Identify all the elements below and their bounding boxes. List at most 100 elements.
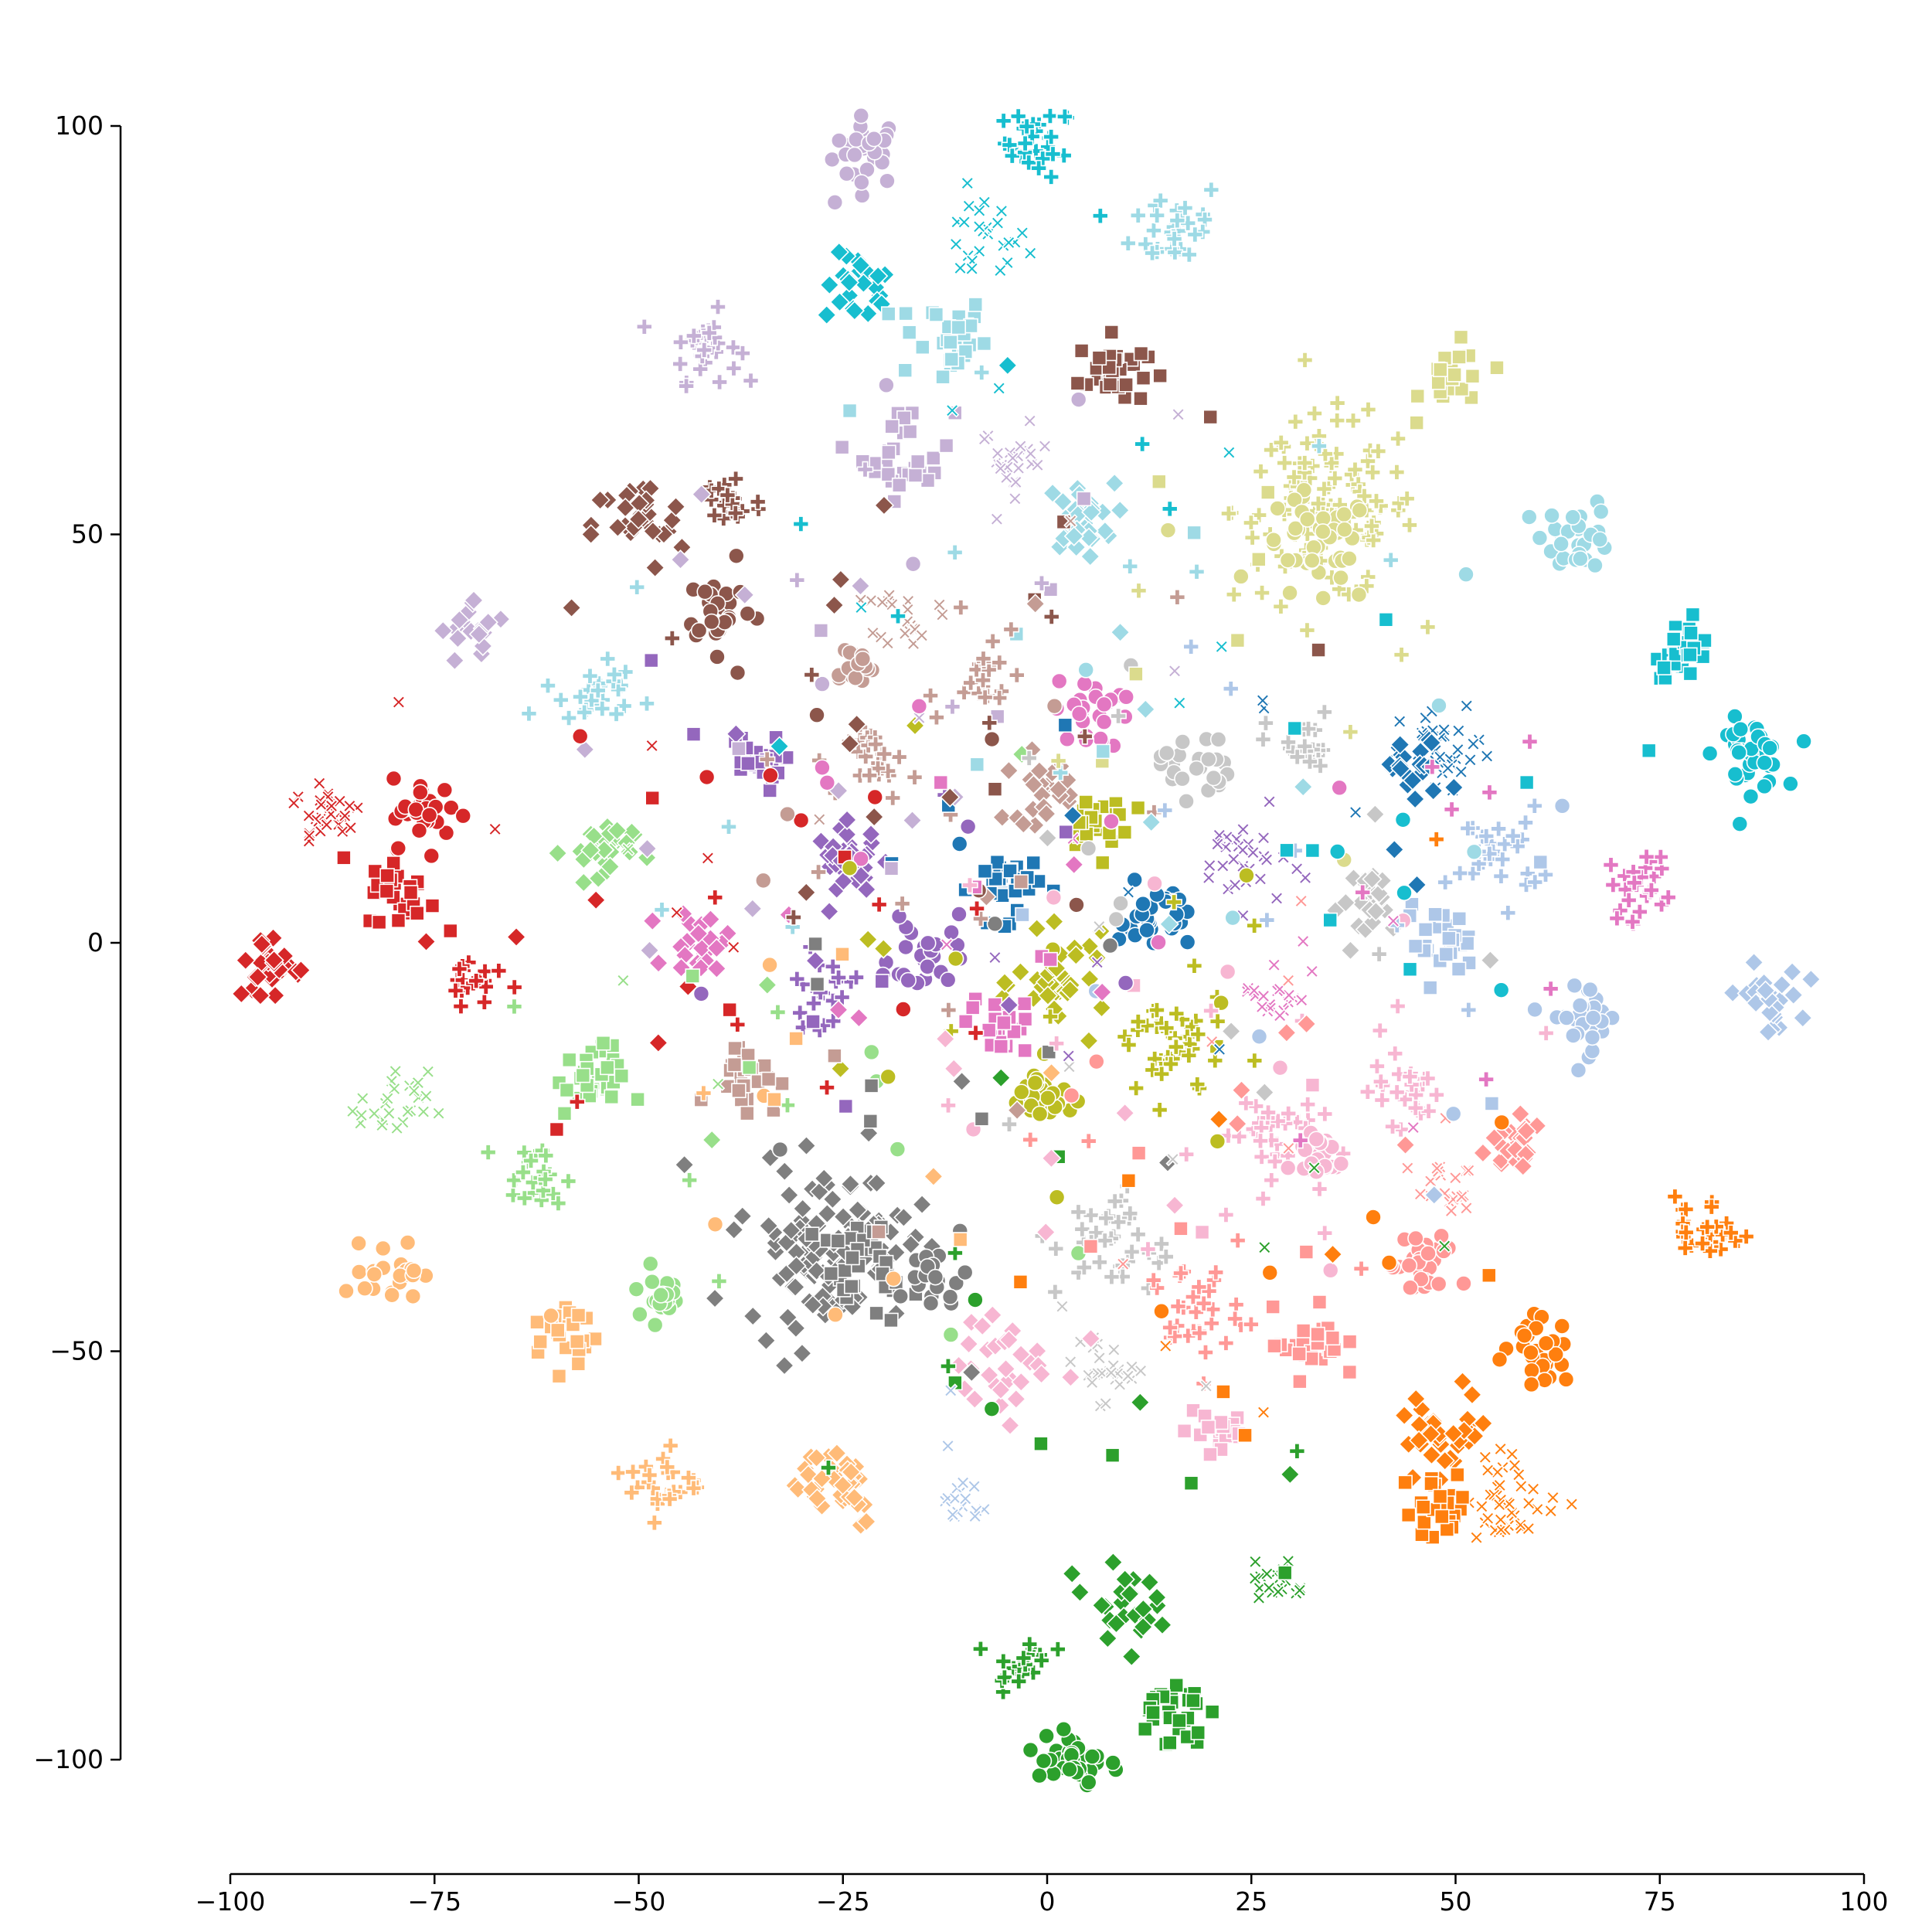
data-point-diamond bbox=[1402, 770, 1423, 791]
data-point-plus bbox=[952, 599, 970, 616]
data-point-plus bbox=[1263, 1131, 1280, 1149]
data-point-plus bbox=[970, 685, 988, 702]
data-point-square bbox=[977, 863, 993, 879]
data-point-plus bbox=[672, 334, 689, 351]
data-point-x bbox=[338, 808, 352, 823]
data-point-circle bbox=[814, 675, 831, 692]
data-point-diamond bbox=[998, 995, 1019, 1015]
data-point-square bbox=[739, 1105, 755, 1121]
data-point-plus bbox=[635, 318, 653, 335]
data-point-diamond bbox=[756, 1330, 777, 1351]
data-point-diamond bbox=[600, 856, 621, 877]
data-point-diamond bbox=[447, 628, 468, 649]
data-point-plus bbox=[1296, 454, 1314, 471]
data-point-diamond bbox=[1119, 1583, 1141, 1604]
data-point-x bbox=[1253, 872, 1268, 886]
data-point-diamond bbox=[1130, 1392, 1151, 1413]
data-point-x bbox=[1493, 1441, 1508, 1457]
data-point-plus bbox=[1096, 1232, 1114, 1250]
data-point-diamond bbox=[1389, 734, 1410, 755]
data-point-plus bbox=[476, 963, 494, 980]
data-point-circle bbox=[454, 807, 472, 825]
data-point-square bbox=[914, 339, 930, 355]
data-point-diamond bbox=[505, 927, 527, 947]
data-point-diamond bbox=[1005, 1389, 1026, 1410]
data-point-plus bbox=[742, 372, 760, 389]
data-point-circle bbox=[1756, 754, 1774, 771]
data-point-plus bbox=[1299, 1096, 1316, 1113]
data-point-x bbox=[1061, 1049, 1076, 1063]
data-point-diamond bbox=[573, 872, 594, 893]
data-point-plus bbox=[727, 470, 744, 488]
data-point-circle bbox=[862, 1043, 880, 1061]
data-point-x bbox=[1251, 1590, 1267, 1605]
data-point-x bbox=[1459, 1201, 1474, 1216]
data-point-plus bbox=[1162, 1319, 1179, 1336]
data-point-circle bbox=[1061, 1760, 1078, 1778]
data-point-circle bbox=[1269, 500, 1286, 517]
data-point-plus bbox=[1285, 468, 1303, 486]
data-point-plus bbox=[1158, 1019, 1175, 1037]
data-point-circle bbox=[879, 1068, 897, 1086]
data-point-x bbox=[1294, 993, 1309, 1008]
data-point-x bbox=[967, 1479, 981, 1494]
data-point-circle bbox=[879, 172, 896, 189]
data-point-plus bbox=[1257, 714, 1274, 732]
data-point-diamond bbox=[769, 736, 790, 757]
data-point-square bbox=[731, 1083, 747, 1099]
data-point-x bbox=[944, 1383, 958, 1398]
data-point-circle bbox=[385, 770, 403, 787]
data-point-plus bbox=[1243, 1315, 1260, 1333]
data-points bbox=[231, 107, 1821, 1794]
data-point-square bbox=[898, 305, 913, 321]
data-point-square bbox=[1202, 409, 1219, 425]
data-point-circle bbox=[1261, 1264, 1279, 1281]
data-point-diamond bbox=[1151, 1614, 1173, 1635]
data-point-plus bbox=[1186, 226, 1204, 243]
data-point-plus bbox=[825, 1012, 842, 1030]
data-point-diamond bbox=[449, 610, 470, 631]
data-point-plus bbox=[1188, 1304, 1205, 1321]
data-point-circle bbox=[853, 174, 870, 191]
data-point-square bbox=[760, 1071, 777, 1087]
data-point-plus bbox=[833, 988, 851, 1006]
data-point-diamond bbox=[1103, 1552, 1124, 1573]
data-point-square bbox=[943, 334, 958, 350]
data-point-square bbox=[1451, 349, 1467, 365]
data-point-plus bbox=[1181, 246, 1198, 264]
data-point-plus bbox=[1460, 1002, 1478, 1019]
data-point-circle bbox=[818, 774, 836, 791]
data-point-plus bbox=[522, 1152, 539, 1169]
data-point-plus bbox=[709, 298, 726, 315]
data-point-circle bbox=[1402, 1279, 1419, 1297]
data-point-x bbox=[400, 1104, 415, 1119]
data-point-plus bbox=[1168, 1038, 1185, 1056]
data-point-plus bbox=[1168, 212, 1186, 230]
data-point-square bbox=[1073, 343, 1090, 359]
data-point-plus bbox=[1659, 889, 1677, 906]
data-point-square bbox=[1118, 377, 1134, 393]
data-point-circle bbox=[927, 1268, 944, 1286]
data-point-plus bbox=[590, 682, 607, 699]
data-point-plus bbox=[805, 995, 822, 1012]
data-point-plus bbox=[1015, 1649, 1032, 1667]
data-point-circle bbox=[1045, 1765, 1062, 1783]
data-point-circle bbox=[702, 613, 720, 631]
data-point-square bbox=[1190, 1725, 1206, 1740]
data-point-plus bbox=[610, 1464, 627, 1481]
data-point-x bbox=[1222, 445, 1236, 460]
data-point-diamond bbox=[1757, 1022, 1779, 1043]
data-point-plus bbox=[1220, 505, 1237, 522]
data-point-circle bbox=[1492, 981, 1510, 998]
data-point-circle bbox=[437, 824, 455, 842]
data-point-plus bbox=[653, 901, 671, 919]
data-point-circle bbox=[1350, 586, 1368, 604]
data-point-diamond bbox=[1106, 1613, 1127, 1634]
data-point-diamond bbox=[840, 1174, 861, 1195]
data-point-diamond bbox=[864, 806, 885, 828]
data-point-square bbox=[1133, 345, 1149, 362]
data-point-circle bbox=[762, 767, 779, 784]
data-point-circle bbox=[959, 818, 977, 835]
data-point-square bbox=[410, 905, 425, 921]
data-point-plus bbox=[984, 633, 1002, 650]
